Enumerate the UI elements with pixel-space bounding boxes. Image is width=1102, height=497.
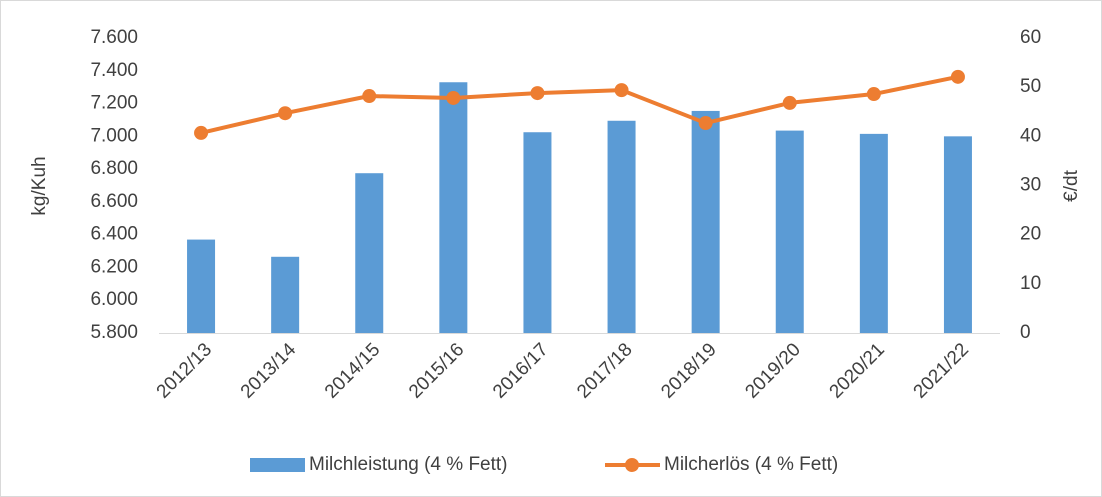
y-tick-label: 6.400: [90, 224, 138, 245]
y-tick-label: 7.400: [90, 60, 138, 81]
bar: [607, 120, 636, 333]
bar: [691, 110, 720, 333]
y2-tick-label: 40: [1020, 125, 1041, 146]
bar: [439, 82, 468, 333]
bar: [355, 173, 384, 333]
marker: [782, 95, 797, 110]
y2-tick-label: 10: [1020, 273, 1041, 294]
marker: [278, 106, 293, 121]
legend-swatch: [250, 458, 305, 472]
y-axis-label: kg/Kuh: [29, 156, 50, 215]
y-tick-label: 7.000: [90, 125, 138, 146]
y-tick-label: 6.000: [90, 289, 138, 310]
legend-label: Milchleistung (4 % Fett): [309, 454, 508, 475]
y-tick-label: 6.800: [90, 158, 138, 179]
marker: [866, 87, 881, 102]
bar: [523, 132, 552, 333]
marker: [530, 86, 545, 101]
y2-tick-label: 30: [1020, 175, 1041, 196]
bar: [775, 130, 804, 333]
bar: [859, 133, 888, 333]
y2-tick-label: 60: [1020, 27, 1041, 48]
y-tick-label: 7.200: [90, 93, 138, 114]
marker: [950, 69, 965, 84]
y-tick-label: 6.200: [90, 256, 138, 277]
marker: [614, 83, 629, 98]
line: [200, 74, 959, 135]
y2-tick-label: 0: [1020, 322, 1031, 343]
y-tick-label: 5.800: [90, 322, 138, 343]
y2-axis-label: €/dt: [1061, 169, 1082, 201]
bar: [187, 239, 216, 333]
marker: [194, 125, 209, 140]
marker: [362, 89, 377, 104]
y-tick-label: 6.600: [90, 191, 138, 212]
marker: [446, 90, 461, 105]
marker: [698, 116, 713, 131]
bar: [943, 136, 972, 333]
y-tick-label: 7.600: [90, 27, 138, 48]
bar: [271, 256, 300, 333]
legend-marker: [625, 458, 639, 472]
y2-tick-label: 20: [1020, 224, 1041, 245]
y2-tick-label: 50: [1020, 76, 1041, 97]
legend-label: Milcherlös (4 % Fett): [664, 454, 838, 475]
